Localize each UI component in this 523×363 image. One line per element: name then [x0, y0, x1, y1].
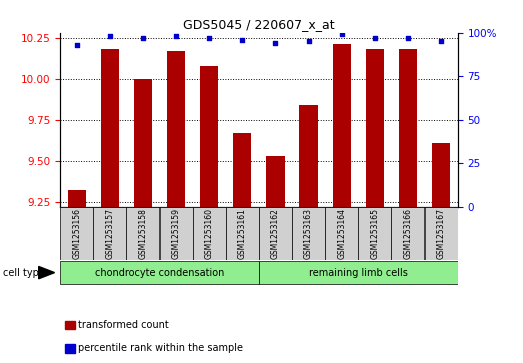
- Bar: [266, 156, 285, 207]
- Point: [404, 35, 412, 41]
- Text: GSM1253161: GSM1253161: [238, 208, 247, 259]
- Bar: [366, 49, 384, 207]
- Point: [271, 40, 280, 46]
- Text: GSM1253162: GSM1253162: [271, 208, 280, 259]
- Bar: [432, 143, 450, 207]
- Text: GSM1253164: GSM1253164: [337, 208, 346, 259]
- Bar: [101, 49, 119, 207]
- Bar: [391, 207, 425, 260]
- Bar: [399, 49, 417, 207]
- Bar: [300, 105, 317, 207]
- Bar: [67, 191, 86, 207]
- Text: GSM1253165: GSM1253165: [370, 208, 379, 259]
- Text: GSM1253166: GSM1253166: [403, 208, 413, 259]
- Text: cell type: cell type: [3, 268, 44, 278]
- Point: [106, 33, 114, 39]
- Bar: [358, 207, 391, 260]
- Text: GSM1253158: GSM1253158: [139, 208, 147, 259]
- Bar: [425, 207, 458, 260]
- Polygon shape: [39, 266, 54, 279]
- Bar: [167, 51, 185, 207]
- Text: GSM1253163: GSM1253163: [304, 208, 313, 259]
- Text: GSM1253159: GSM1253159: [172, 208, 180, 259]
- Bar: [160, 207, 192, 260]
- Bar: [192, 207, 226, 260]
- Bar: [200, 66, 218, 207]
- Title: GDS5045 / 220607_x_at: GDS5045 / 220607_x_at: [183, 19, 335, 32]
- Point: [172, 33, 180, 39]
- Text: GSM1253160: GSM1253160: [204, 208, 214, 259]
- Bar: [226, 207, 259, 260]
- Point: [205, 35, 213, 41]
- Text: GSM1253167: GSM1253167: [437, 208, 446, 259]
- Bar: [93, 207, 127, 260]
- Text: transformed count: transformed count: [78, 320, 169, 330]
- Point: [337, 32, 346, 37]
- Text: percentile rank within the sample: percentile rank within the sample: [78, 343, 243, 354]
- Point: [73, 42, 81, 48]
- Point: [304, 38, 313, 44]
- Text: chondrocyte condensation: chondrocyte condensation: [95, 268, 224, 278]
- Bar: [259, 261, 458, 285]
- Bar: [333, 44, 351, 207]
- Bar: [60, 207, 93, 260]
- Point: [139, 35, 147, 41]
- Bar: [259, 207, 292, 260]
- Point: [371, 35, 379, 41]
- Bar: [134, 79, 152, 207]
- Bar: [60, 261, 259, 285]
- Point: [437, 38, 445, 44]
- Point: [238, 37, 246, 42]
- Bar: [233, 133, 252, 207]
- Bar: [127, 207, 160, 260]
- Bar: [292, 207, 325, 260]
- Text: GSM1253156: GSM1253156: [72, 208, 81, 259]
- Bar: [325, 207, 358, 260]
- Text: GSM1253157: GSM1253157: [105, 208, 115, 259]
- Text: remaining limb cells: remaining limb cells: [309, 268, 408, 278]
